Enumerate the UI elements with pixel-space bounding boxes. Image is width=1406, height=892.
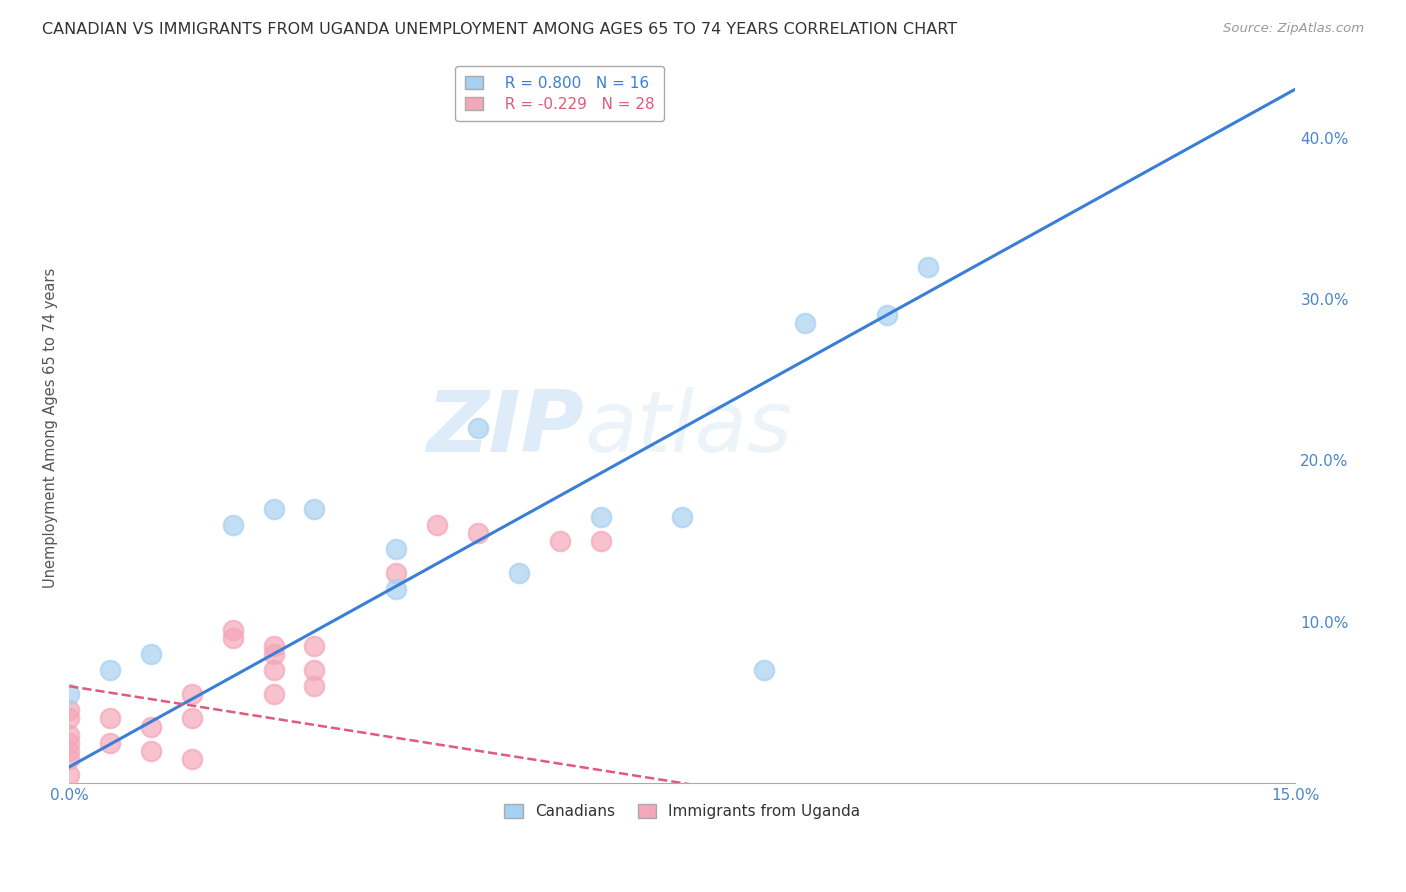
Point [304, 679, 326, 693]
Point [304, 501, 326, 516]
Point [589, 509, 612, 524]
Text: Source: ZipAtlas.com: Source: ZipAtlas.com [1223, 22, 1364, 36]
Point [304, 639, 326, 653]
Point [98, 663, 121, 677]
Point [139, 744, 162, 758]
Point [263, 639, 285, 653]
Point [917, 260, 939, 274]
Point [426, 517, 449, 532]
Point [58, 703, 80, 717]
Point [671, 509, 693, 524]
Point [222, 517, 245, 532]
Text: atlas: atlas [585, 386, 792, 469]
Y-axis label: Unemployment Among Ages 65 to 74 years: Unemployment Among Ages 65 to 74 years [44, 268, 58, 588]
Point [58, 711, 80, 725]
Point [58, 687, 80, 701]
Point [139, 720, 162, 734]
Point [222, 631, 245, 645]
Point [263, 647, 285, 661]
Point [98, 711, 121, 725]
Text: CANADIAN VS IMMIGRANTS FROM UGANDA UNEMPLOYMENT AMONG AGES 65 TO 74 YEARS CORREL: CANADIAN VS IMMIGRANTS FROM UGANDA UNEMP… [42, 22, 957, 37]
Point [385, 582, 408, 597]
Point [263, 501, 285, 516]
Point [139, 647, 162, 661]
Point [58, 728, 80, 742]
Point [180, 711, 202, 725]
Point [180, 752, 202, 766]
Point [752, 663, 775, 677]
Point [58, 752, 80, 766]
Point [58, 744, 80, 758]
Point [180, 687, 202, 701]
Point [876, 308, 898, 322]
Point [263, 663, 285, 677]
Point [58, 736, 80, 750]
Point [548, 533, 571, 548]
Point [385, 542, 408, 557]
Point [58, 768, 80, 782]
Point [794, 316, 817, 330]
Point [304, 663, 326, 677]
Text: ZIP: ZIP [426, 386, 585, 469]
Point [589, 533, 612, 548]
Legend: Canadians, Immigrants from Uganda: Canadians, Immigrants from Uganda [498, 797, 866, 825]
Point [222, 623, 245, 637]
Point [467, 525, 489, 540]
Point [263, 687, 285, 701]
Point [98, 736, 121, 750]
Point [385, 566, 408, 581]
Point [467, 421, 489, 435]
Point [508, 566, 530, 581]
